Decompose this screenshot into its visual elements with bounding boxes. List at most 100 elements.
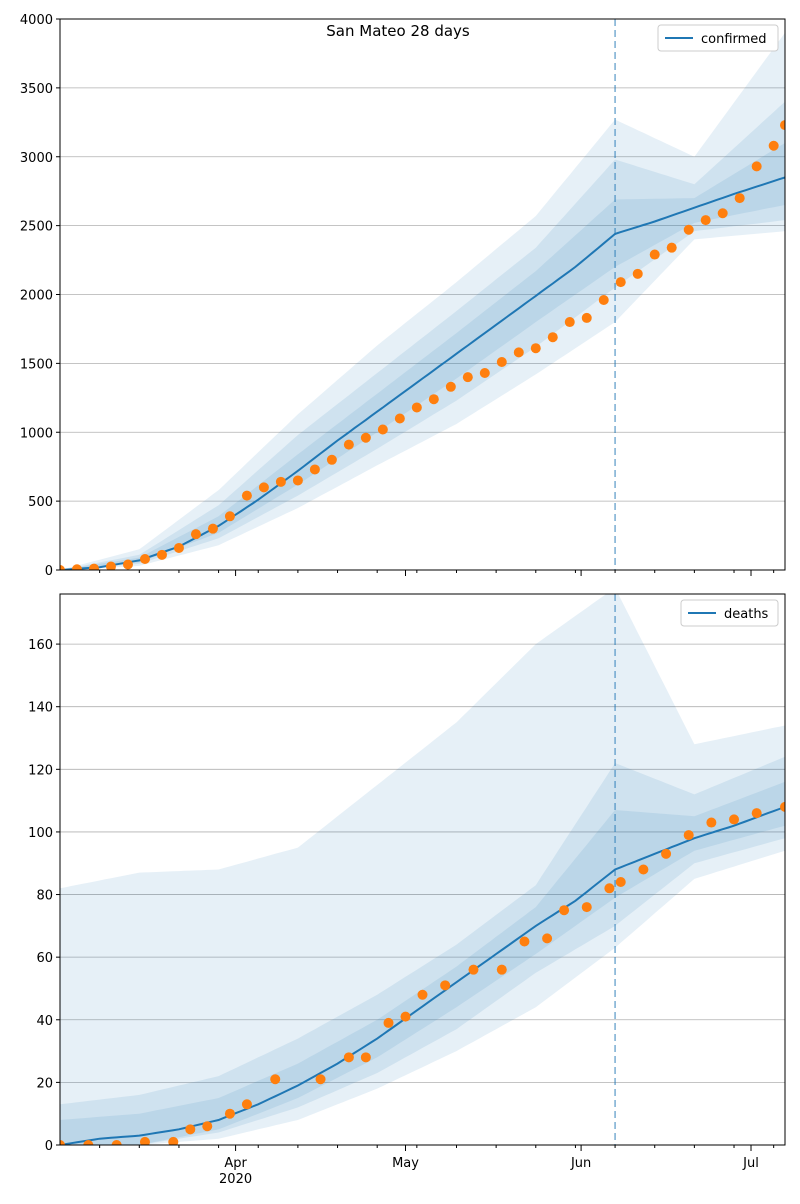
y-tick-label: 3500 bbox=[20, 82, 53, 97]
data-point bbox=[139, 1136, 150, 1145]
data-point bbox=[564, 317, 575, 328]
uncertainty-band bbox=[60, 781, 785, 1145]
data-point bbox=[734, 193, 745, 204]
y-tick-label: 160 bbox=[28, 638, 53, 653]
y-tick-label: 2500 bbox=[20, 220, 53, 235]
data-point bbox=[729, 814, 740, 825]
data-point bbox=[360, 1052, 371, 1063]
data-point bbox=[326, 454, 337, 465]
legend-box bbox=[657, 24, 779, 52]
data-point bbox=[632, 268, 643, 279]
data-point bbox=[661, 848, 672, 859]
uncertainty-band bbox=[60, 756, 785, 1145]
data-point bbox=[309, 464, 320, 475]
x-tick-label: Apr bbox=[224, 1156, 247, 1171]
data-point bbox=[343, 439, 354, 450]
plot-area bbox=[60, 594, 785, 1145]
data-point bbox=[519, 936, 530, 947]
y-tick-label: 20 bbox=[36, 1076, 53, 1091]
y-tick-label: 4000 bbox=[20, 13, 53, 28]
data-point bbox=[768, 140, 779, 151]
data-point bbox=[270, 1074, 281, 1085]
x-tick-sublabel: 2020 bbox=[219, 1172, 252, 1187]
data-point bbox=[780, 120, 785, 131]
uncertainty-band bbox=[60, 101, 785, 570]
data-point bbox=[683, 224, 694, 235]
data-point bbox=[258, 482, 269, 493]
data-point bbox=[224, 511, 235, 522]
plot-area bbox=[60, 19, 785, 570]
data-point bbox=[122, 559, 133, 570]
data-point bbox=[445, 381, 456, 392]
y-tick-label: 80 bbox=[36, 889, 53, 904]
legend-box bbox=[680, 599, 779, 627]
data-point bbox=[71, 564, 82, 570]
y-tick-label: 120 bbox=[28, 763, 53, 778]
data-point bbox=[615, 277, 626, 288]
data-point bbox=[60, 1140, 65, 1145]
axes-frame bbox=[59, 593, 786, 1146]
data-point bbox=[581, 902, 592, 913]
data-point bbox=[615, 877, 626, 888]
data-point bbox=[649, 249, 660, 260]
data-point bbox=[343, 1052, 354, 1063]
data-point bbox=[479, 368, 490, 379]
uncertainty-band bbox=[60, 32, 785, 570]
legend-label: confirmed bbox=[701, 32, 767, 47]
data-point bbox=[83, 1140, 94, 1145]
data-point bbox=[241, 1099, 252, 1110]
data-point bbox=[440, 980, 451, 991]
y-tick-label: 40 bbox=[36, 1014, 53, 1029]
data-point bbox=[428, 394, 439, 405]
data-point bbox=[513, 347, 524, 358]
y-tick-label: 500 bbox=[28, 495, 53, 510]
data-point bbox=[751, 808, 762, 819]
legend-label: deaths bbox=[724, 607, 769, 622]
data-point bbox=[780, 801, 785, 812]
data-point bbox=[598, 295, 609, 306]
data-point bbox=[666, 242, 677, 253]
figure-title: San Mateo 28 days bbox=[326, 22, 470, 40]
data-point bbox=[190, 529, 201, 540]
data-point bbox=[207, 523, 218, 534]
data-point bbox=[581, 312, 592, 323]
data-point bbox=[604, 883, 615, 894]
data-point bbox=[315, 1074, 326, 1085]
data-point bbox=[559, 905, 570, 916]
data-point bbox=[717, 208, 728, 219]
uncertainty-band bbox=[60, 143, 785, 570]
data-point bbox=[360, 432, 371, 443]
data-point bbox=[139, 553, 150, 564]
y-tick-label: 0 bbox=[45, 1139, 53, 1154]
data-point bbox=[88, 563, 99, 570]
data-point bbox=[547, 332, 558, 343]
data-point bbox=[111, 1140, 122, 1145]
data-point bbox=[275, 476, 286, 487]
data-point bbox=[683, 830, 694, 841]
data-point bbox=[156, 549, 167, 560]
data-point bbox=[400, 1011, 411, 1022]
y-tick-label: 140 bbox=[28, 701, 53, 716]
data-point bbox=[292, 475, 303, 486]
data-point bbox=[173, 542, 184, 553]
data-point bbox=[168, 1136, 179, 1145]
data-point bbox=[638, 864, 649, 875]
y-tick-label: 60 bbox=[36, 951, 53, 966]
y-tick-label: 1000 bbox=[20, 426, 53, 441]
data-point bbox=[377, 424, 388, 435]
data-point bbox=[224, 1108, 235, 1119]
y-tick-label: 2000 bbox=[20, 289, 53, 304]
legend: confirmed bbox=[657, 24, 779, 52]
data-point bbox=[496, 356, 507, 367]
data-point bbox=[706, 817, 717, 828]
data-point bbox=[60, 565, 65, 570]
x-tick-label: May bbox=[392, 1156, 419, 1171]
legend: deaths bbox=[680, 599, 779, 627]
data-point bbox=[468, 964, 479, 975]
data-point bbox=[751, 161, 762, 172]
data-point bbox=[241, 490, 252, 501]
data-point bbox=[185, 1124, 196, 1135]
data-point bbox=[530, 343, 541, 354]
data-point bbox=[105, 561, 116, 570]
